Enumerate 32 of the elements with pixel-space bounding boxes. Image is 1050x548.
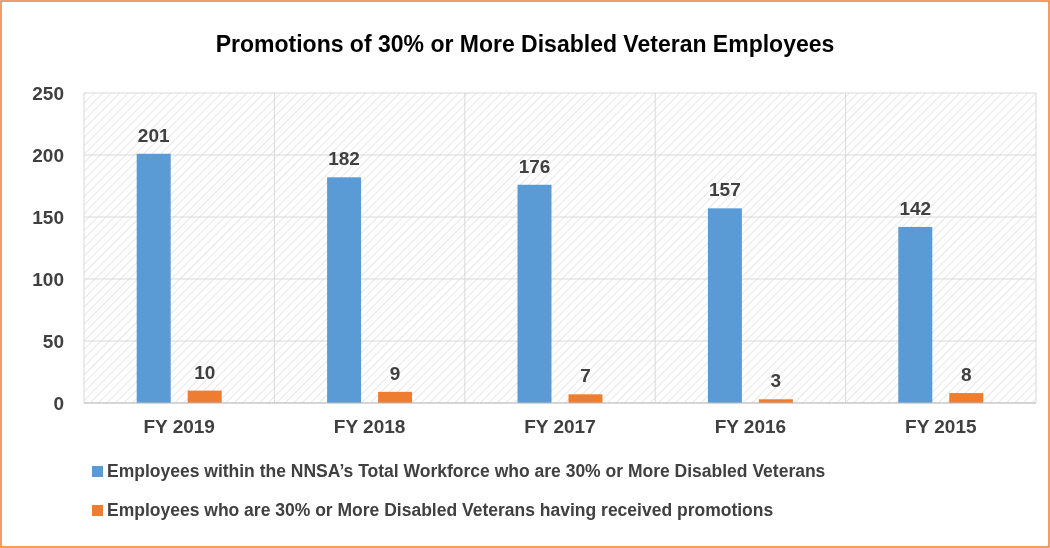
x-tick-label: FY 2018 bbox=[333, 416, 406, 437]
data-label: 176 bbox=[518, 155, 551, 177]
x-tick-label: FY 2019 bbox=[143, 416, 215, 437]
data-label: 157 bbox=[709, 179, 741, 201]
data-label: 142 bbox=[899, 197, 932, 219]
x-tick-label: FY 2015 bbox=[905, 416, 977, 437]
x-tick-label: FY 2016 bbox=[714, 416, 787, 437]
data-label: 7 bbox=[580, 365, 591, 387]
bar bbox=[898, 226, 933, 403]
bar bbox=[568, 394, 603, 403]
y-tick-label: 100 bbox=[32, 269, 64, 290]
bar bbox=[378, 391, 413, 403]
y-tick-label: 50 bbox=[42, 331, 64, 352]
bar bbox=[327, 177, 362, 403]
legend-label: Employees within the NNSA’s Total Workforce who are 30% or More Disabled Veterans bbox=[107, 461, 826, 481]
data-label: 201 bbox=[137, 124, 170, 146]
bar bbox=[136, 153, 171, 403]
y-tick-label: 200 bbox=[32, 145, 64, 166]
y-tick-label: 250 bbox=[32, 83, 64, 104]
y-tick-label: 0 bbox=[53, 393, 64, 414]
data-label: 8 bbox=[961, 364, 972, 386]
bar bbox=[949, 393, 984, 403]
data-label: 9 bbox=[389, 362, 401, 384]
legend-label: Employees who are 30% or More Disabled Veterans having received promotions bbox=[107, 500, 774, 520]
x-tick-label: FY 2017 bbox=[524, 416, 596, 437]
y-tick-label: 150 bbox=[32, 207, 64, 228]
chart-title: Promotions of 30% or More Disabled Veteran Employees bbox=[215, 31, 835, 57]
data-label: 182 bbox=[328, 148, 360, 170]
data-label: 3 bbox=[770, 370, 782, 392]
data-label: 10 bbox=[194, 361, 216, 383]
bar bbox=[707, 208, 742, 403]
bar bbox=[517, 184, 552, 403]
